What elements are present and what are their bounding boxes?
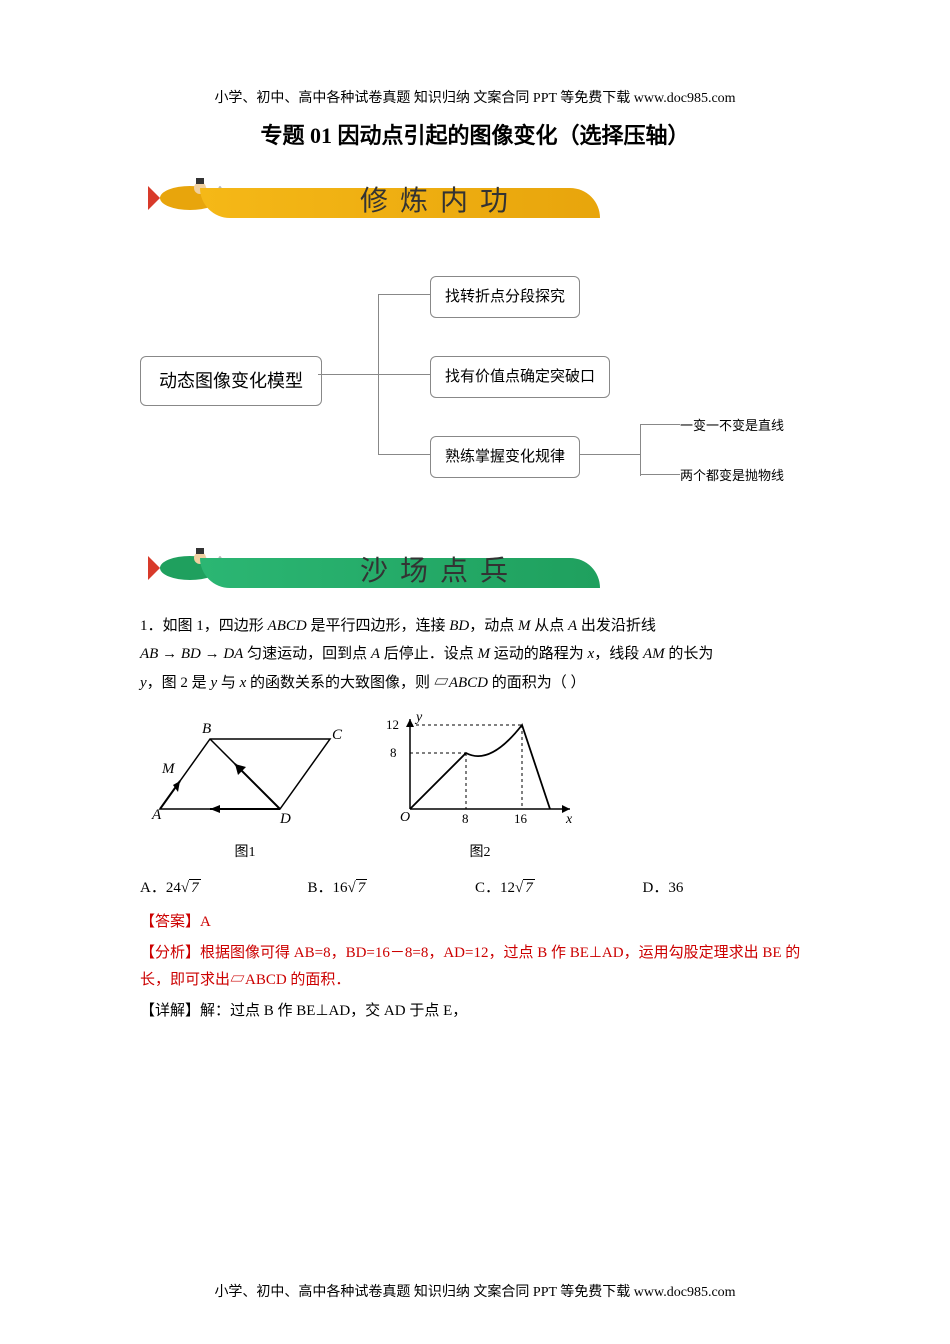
diagram-main-box: 动态图像变化模型 — [140, 356, 322, 407]
svg-text:A: A — [151, 807, 162, 823]
diagram-box-3: 熟练掌握变化规律 — [430, 436, 580, 478]
problem-1: 1．如图 1，四边形 ABCD 是平行四边形，连接 BD，动点 M 从点 A 出… — [140, 612, 810, 1025]
svg-text:x: x — [565, 812, 573, 827]
section-label-2: 沙场点兵 — [360, 550, 520, 595]
fig2-caption: 图2 — [380, 842, 580, 864]
fig1-caption: 图1 — [140, 842, 350, 864]
svg-text:12: 12 — [386, 717, 399, 732]
option-b: B．16√7 — [308, 876, 476, 900]
footer-note: 小学、初中、高中各种试卷真题 知识归纳 文案合同 PPT 等免费下载 www.d… — [0, 1282, 950, 1304]
svg-text:M: M — [161, 761, 176, 777]
option-a: A．24√7 — [140, 876, 308, 900]
option-d: D．36 — [643, 876, 811, 900]
options-row: A．24√7 B．16√7 C．12√7 D．36 — [140, 876, 810, 900]
diagram-box-1: 找转折点分段探究 — [430, 276, 580, 318]
problem-text-2: AB → BD → DA 匀速运动，回到点 A 后停止．设点 M 运动的路程为 … — [140, 640, 810, 669]
svg-text:8: 8 — [462, 811, 469, 826]
concept-diagram: 动态图像变化模型 找转折点分段探究 找有价值点确定突破口 熟练掌握变化规律 一变… — [140, 246, 810, 506]
svg-text:8: 8 — [390, 745, 397, 760]
figure-1: A B C D M 图1 — [140, 709, 350, 864]
diagram-sub-2: 两个都变是抛物线 — [680, 466, 784, 487]
svg-text:C: C — [332, 727, 343, 743]
svg-text:y: y — [414, 710, 423, 725]
diagram-box-2: 找有价值点确定突破口 — [430, 356, 610, 398]
problem-text-3: y，图 2 是 y 与 x 的函数关系的大致图像，则 ▱ABCD 的面积为（ ） — [140, 669, 810, 698]
detail-line: 【详解】解：过点 B 作 BE⊥AD，交 AD 于点 E， — [140, 998, 810, 1025]
figure-2: 8 12 8 16 O y x 图2 — [380, 709, 580, 864]
svg-text:16: 16 — [514, 811, 528, 826]
header-note: 小学、初中、高中各种试卷真题 知识归纳 文案合同 PPT 等免费下载 www.d… — [140, 88, 810, 110]
answer-line: 【答案】A — [140, 910, 810, 934]
svg-text:B: B — [202, 721, 211, 737]
problem-text: 1．如图 1，四边形 ABCD 是平行四边形，连接 BD，动点 M 从点 A 出… — [140, 612, 810, 641]
svg-text:O: O — [400, 810, 410, 825]
svg-text:D: D — [279, 811, 291, 827]
analysis-line: 【分析】根据图像可得 AB=8，BD=16－8=8，AD=12，过点 B 作 B… — [140, 940, 810, 994]
section-label-1: 修炼内功 — [360, 180, 520, 225]
page-title: 专题 01 因动点引起的图像变化（选择压轴） — [140, 118, 810, 153]
option-c: C．12√7 — [475, 876, 643, 900]
diagram-sub-1: 一变一不变是直线 — [680, 416, 784, 437]
section-banner-2: 沙场点兵 — [140, 536, 810, 596]
section-banner-1: 修炼内功 — [140, 166, 810, 226]
figures-row: A B C D M 图1 8 — [140, 709, 810, 864]
